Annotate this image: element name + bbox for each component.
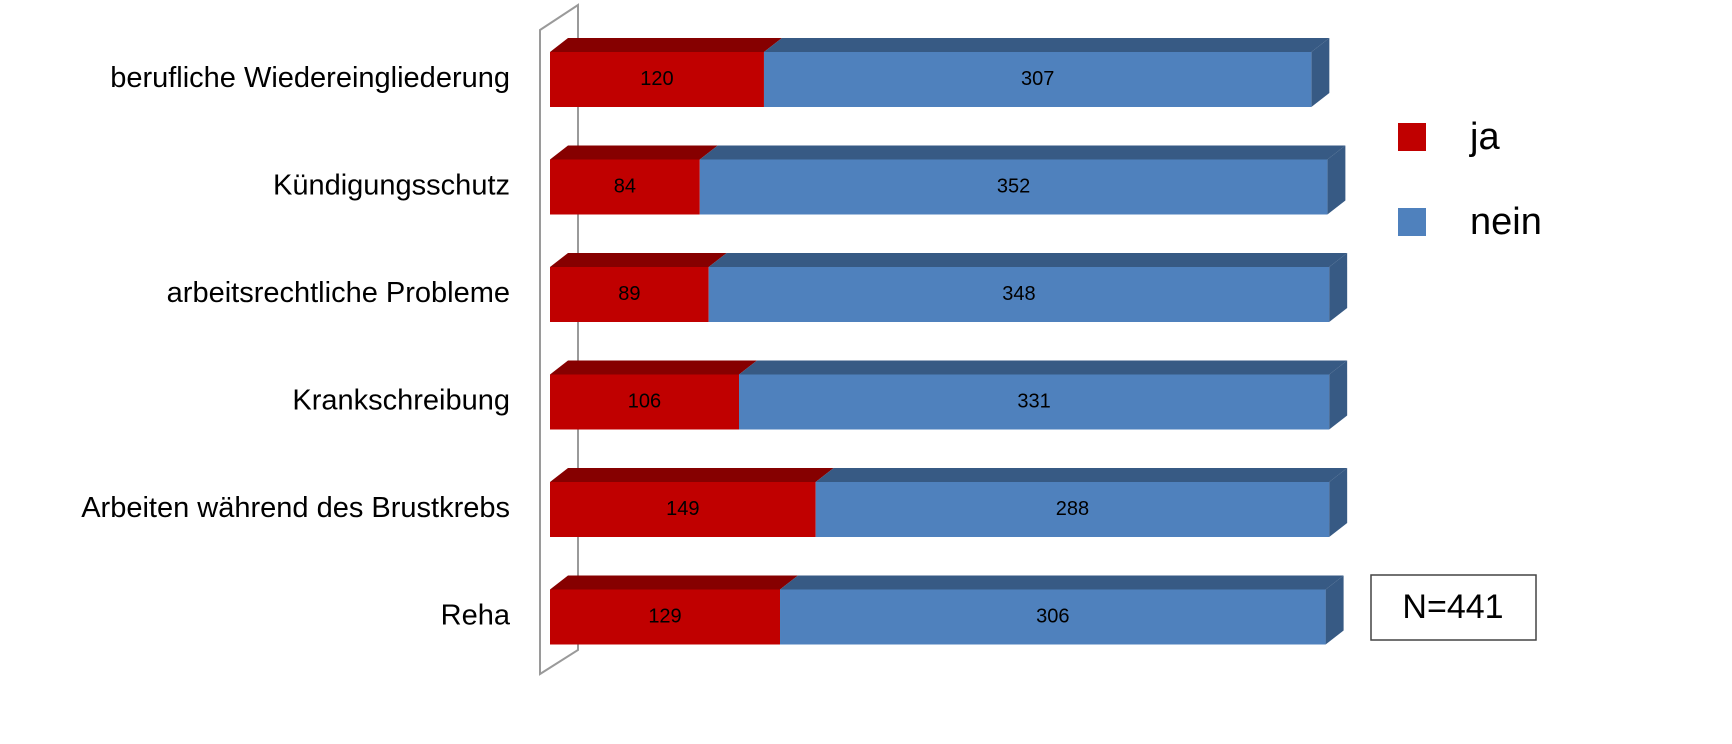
value-label: 120 xyxy=(640,68,673,90)
bar xyxy=(550,482,816,537)
value-label: 352 xyxy=(997,175,1030,197)
bar-top xyxy=(738,360,1348,375)
legend-label: nein xyxy=(1470,201,1542,243)
bar-top xyxy=(550,575,799,590)
bar-top xyxy=(708,253,1348,267)
bar xyxy=(738,374,1330,430)
annotation: N=441 xyxy=(1402,588,1503,626)
bar-top xyxy=(815,468,1348,482)
value-label: 149 xyxy=(666,498,699,520)
legend-swatch xyxy=(1398,208,1426,236)
bar xyxy=(699,159,1328,215)
bar-top xyxy=(780,575,1344,590)
bar-side xyxy=(1327,145,1346,215)
value-label: 89 xyxy=(618,283,640,305)
bar-side xyxy=(1329,360,1348,430)
bar xyxy=(550,589,781,645)
bar xyxy=(550,159,700,215)
bar-side xyxy=(1325,575,1344,645)
category-label: Krankschreibung xyxy=(292,385,510,417)
category-label: Kündigungsschutz xyxy=(273,170,510,202)
bar-top xyxy=(550,38,782,52)
bar-side xyxy=(1329,253,1348,322)
bar-top xyxy=(550,468,834,482)
annotation-box xyxy=(1370,574,1537,641)
value-label: 129 xyxy=(648,605,681,627)
bar-top xyxy=(550,253,727,267)
bar xyxy=(550,52,764,107)
category-label: berufliche Wiedereingliederung xyxy=(110,62,510,94)
category-label: arbeitsrechtliche Probleme xyxy=(167,277,510,309)
bar-top xyxy=(699,145,1346,160)
legend-label: ja xyxy=(1469,116,1500,158)
value-label: 106 xyxy=(628,390,661,412)
bar xyxy=(780,589,1326,645)
category-label: Reha xyxy=(441,600,511,632)
bar-side xyxy=(1329,468,1348,537)
value-label: 288 xyxy=(1056,498,1089,520)
value-label: 307 xyxy=(1021,68,1054,90)
value-label: 331 xyxy=(1017,390,1050,412)
axis-wall xyxy=(539,3,579,676)
bar xyxy=(550,267,709,322)
bar xyxy=(550,374,739,430)
category-label: Arbeiten während des Brustkrebs xyxy=(81,492,510,524)
bar-top xyxy=(763,38,1330,52)
value-label: 84 xyxy=(614,175,636,197)
bar-top xyxy=(550,360,757,375)
bar-top xyxy=(550,145,718,160)
bar xyxy=(815,482,1330,537)
bar xyxy=(763,52,1312,107)
bar-side xyxy=(1311,38,1330,107)
value-label: 348 xyxy=(1002,283,1035,305)
value-label: 306 xyxy=(1036,605,1069,627)
bar xyxy=(708,267,1330,322)
legend-swatch xyxy=(1398,123,1426,151)
